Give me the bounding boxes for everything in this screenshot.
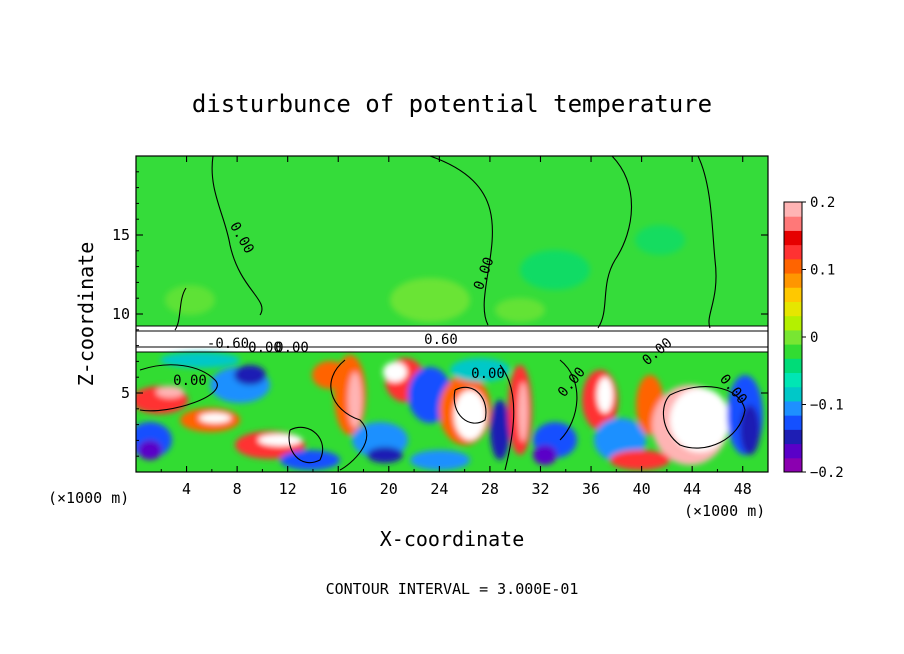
- contour-line: [330, 359, 368, 471]
- colorbar-swatch: [784, 287, 802, 302]
- x-tick-label: 40: [633, 480, 651, 498]
- contour-line: [174, 287, 187, 331]
- field-blob: [740, 405, 760, 455]
- colorbar-swatch: [784, 443, 802, 459]
- contour-line: [288, 426, 324, 464]
- field-blob: [518, 382, 528, 442]
- x-tick-label: 44: [683, 480, 701, 498]
- field-blob: [410, 450, 470, 470]
- colorbar-swatch: [784, 273, 802, 288]
- contour-labels: 0.000.000.00-0.60 0.00 0.600.00 0.00 0.000.0…: [173, 219, 750, 407]
- chart-title: disturbunce of potential temperature: [192, 90, 712, 118]
- colorbar-swatch: [784, 429, 802, 445]
- contour-label: 0.00: [471, 366, 505, 382]
- contour-line: [559, 359, 578, 441]
- field-blob: [280, 450, 340, 470]
- plot-area: [136, 156, 768, 472]
- turbulent-features: [136, 352, 763, 470]
- x-tick-label: 4: [182, 480, 191, 498]
- contour-label: 0.00: [275, 340, 309, 356]
- contour-label: 0.00: [248, 340, 282, 356]
- colorbar-swatch: [784, 329, 802, 345]
- colorbar-tick-label: −0.2: [810, 465, 844, 481]
- contour-interval-footer: CONTOUR INTERVAL = 3.000E-01: [326, 580, 579, 598]
- x-tick-label: 36: [582, 480, 600, 498]
- colorbar-swatch: [784, 315, 802, 331]
- contour-line: [697, 156, 717, 329]
- x-unit-label-left: (×1000 m): [48, 489, 129, 507]
- x-unit-label-right: (×1000 m): [684, 502, 765, 520]
- field-blob: [258, 434, 302, 446]
- colorbar-tick-label: 0: [810, 330, 818, 346]
- field-blob: [199, 413, 231, 423]
- colorbar-swatch: [784, 230, 802, 246]
- field-blob: [383, 362, 407, 382]
- colorbar: 0.2 0.1 0 −0.1 −0.2: [783, 195, 844, 481]
- x-tick-label: 32: [531, 480, 549, 498]
- x-tick-label: 28: [481, 480, 499, 498]
- field-blob: [454, 390, 486, 440]
- field-blob: [610, 450, 670, 470]
- field-blob: [156, 386, 184, 398]
- field-blob: [670, 388, 730, 452]
- field-blob: [160, 352, 240, 368]
- contour-line: [453, 386, 487, 424]
- x-tick-label: 20: [380, 480, 398, 498]
- colorbar-swatch: [784, 202, 802, 217]
- contour-label: -0.60: [207, 336, 249, 352]
- x-tick-label: 48: [734, 480, 752, 498]
- x-tick-label: 24: [430, 480, 448, 498]
- field-blob: [450, 358, 510, 382]
- contour-lines: [136, 156, 768, 471]
- contour-label: 0.60: [424, 332, 458, 348]
- colorbar-swatch: [784, 415, 802, 430]
- z-tick-label: 15: [112, 226, 130, 244]
- x-axis: 4 8 12 16 20 24 28 32 36 40 44 48: [160, 156, 752, 498]
- field-blob: [490, 400, 510, 460]
- interface-band: [136, 326, 768, 352]
- colorbar-swatch: [784, 372, 802, 388]
- contour-line: [211, 156, 263, 316]
- colorbar-swatch: [784, 258, 802, 274]
- z-axis-title: Z-coordinate: [74, 242, 98, 387]
- colorbar-swatch: [784, 216, 802, 231]
- colorbar-swatch: [784, 400, 802, 416]
- colorbar-tick-label: 0.1: [810, 263, 835, 279]
- colorbar-tick-label: −0.1: [810, 398, 844, 414]
- field-blob: [597, 377, 613, 413]
- contour-label: 0.00: [173, 373, 207, 389]
- colorbar-swatch: [784, 358, 802, 374]
- colorbar-swatch: [784, 301, 802, 317]
- x-tick-label: 12: [279, 480, 297, 498]
- field-blob: [138, 440, 162, 460]
- field-blob: [312, 361, 348, 389]
- contour-line: [499, 364, 515, 471]
- x-tick-label: 16: [329, 480, 347, 498]
- z-tick-label: 10: [112, 305, 130, 323]
- contour-line: [597, 156, 633, 329]
- field-blob: [533, 445, 557, 465]
- field-blob: [367, 447, 403, 463]
- colorbar-swatch: [784, 244, 802, 260]
- upper-layer-features: [165, 225, 685, 322]
- x-axis-title: X-coordinate: [380, 527, 525, 551]
- colorbar-swatch: [784, 386, 802, 402]
- z-axis: 5 10 15: [112, 171, 768, 457]
- field-blob: [234, 365, 266, 385]
- colorbar-swatch: [784, 457, 802, 473]
- x-tick-label: 8: [233, 480, 242, 498]
- contour-line: [429, 156, 493, 326]
- z-tick-label: 5: [121, 384, 130, 402]
- contour-line: [139, 364, 218, 412]
- field-blob: [348, 372, 362, 428]
- colorbar-swatch: [784, 344, 802, 359]
- colorbar-tick-label: 0.2: [810, 195, 835, 211]
- contour-line: [662, 386, 746, 449]
